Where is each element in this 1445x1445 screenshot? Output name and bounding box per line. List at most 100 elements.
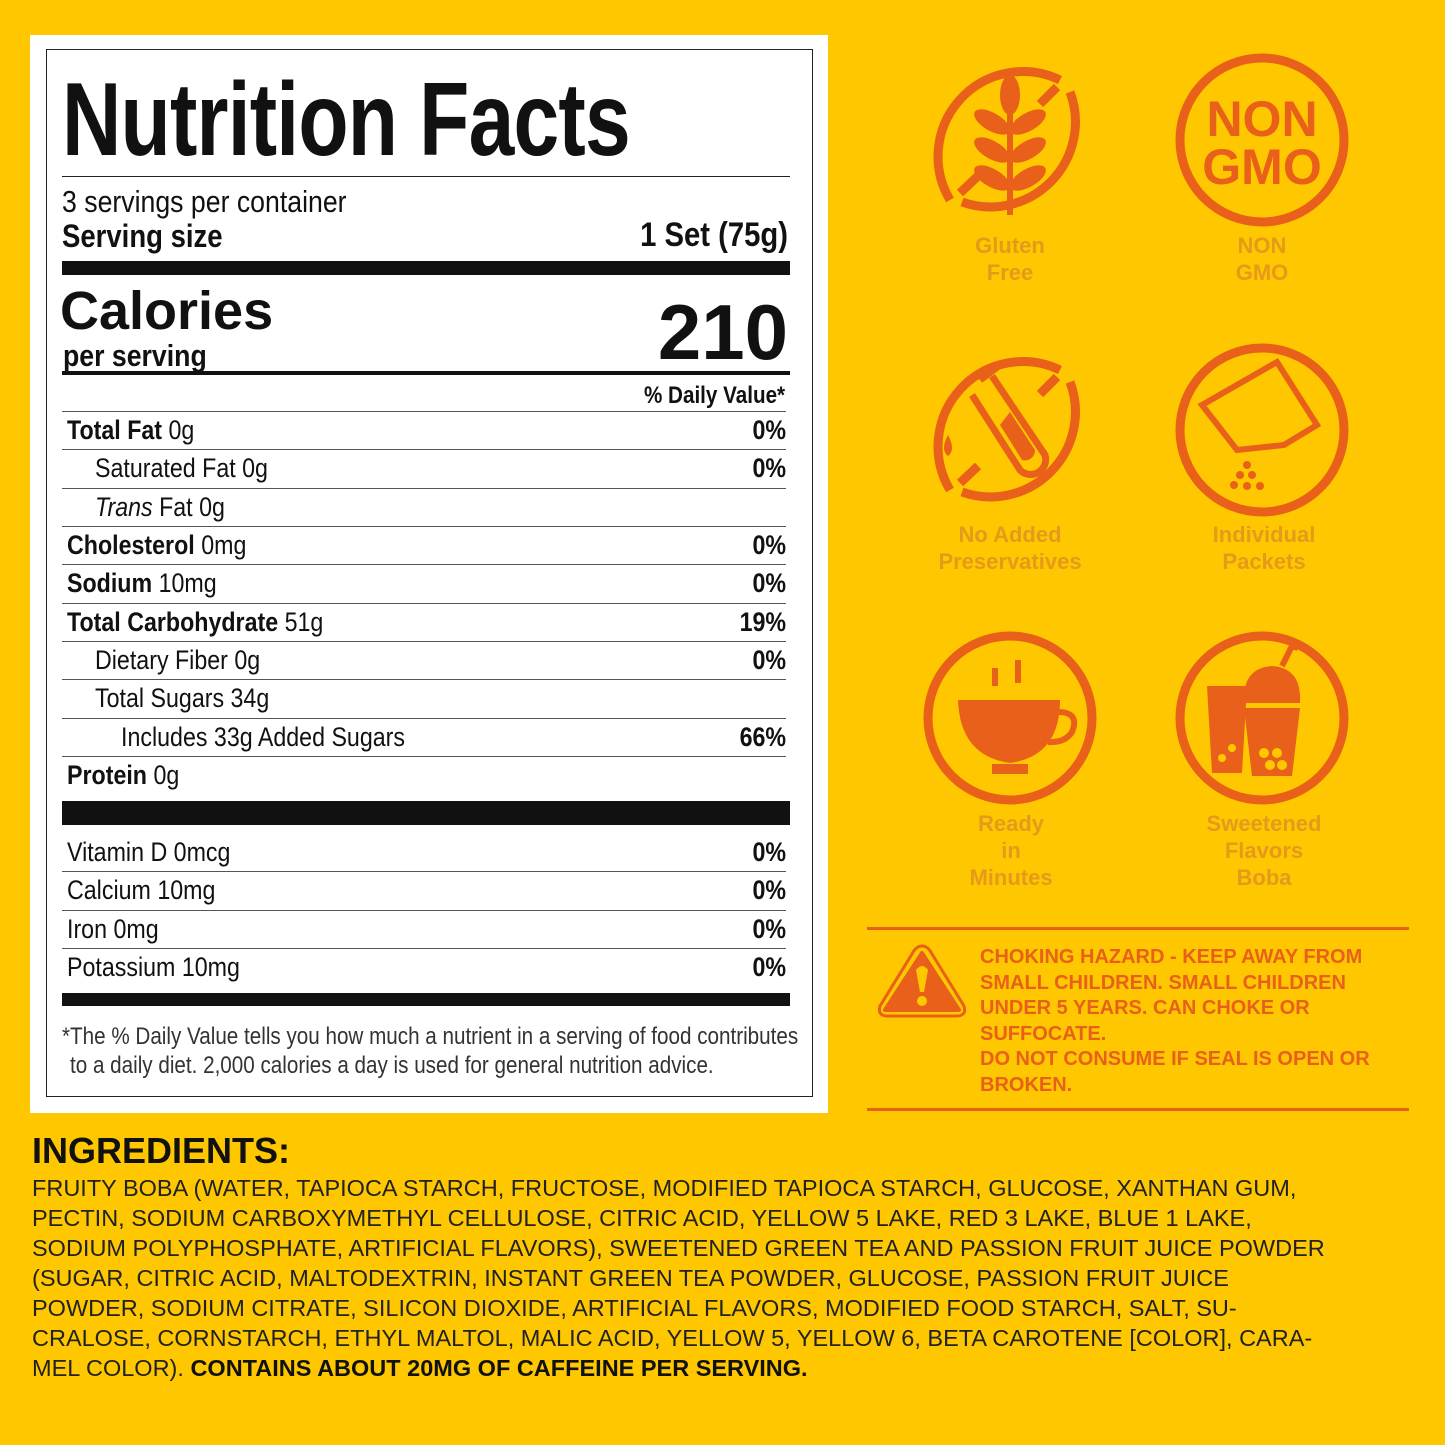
row-divider: [62, 449, 786, 450]
badge-label: Gluten Free: [910, 232, 1110, 286]
calories-value: 210: [657, 288, 788, 376]
nutrient-row: Saturated Fat 0g 0%: [62, 449, 786, 487]
nutrient-name: Total Sugars 34g: [95, 683, 269, 714]
nutrient-amount: 10mg: [152, 568, 217, 598]
vitamin-row: Vitamin D 0mcg 0%: [62, 833, 786, 871]
badge-label-line: in: [1001, 838, 1021, 863]
badge-label-line: GMO: [1235, 260, 1289, 285]
badge-label-line: NON: [1237, 233, 1287, 258]
tea-cup-icon: [923, 631, 1097, 805]
row-divider: [62, 603, 786, 604]
nutrient-name: Total Carbohydrate 51g: [67, 607, 323, 638]
nutrient-name: Trans Fat 0g: [95, 492, 225, 523]
per-serving-label: per serving: [63, 338, 207, 373]
nutrient-row: Protein 0g: [62, 756, 786, 794]
daily-value-percent: 19%: [739, 607, 786, 637]
vitamin-name: Iron 0mg: [67, 914, 159, 944]
warning-line: SMALL CHILDREN. SMALL CHILDREN: [980, 971, 1346, 994]
nutrient-row: Includes 33g Added Sugars 66%: [62, 718, 786, 756]
nutrient-label: Total Carbohydrate: [67, 607, 279, 637]
ingredients-line: SODIUM POLYPHOSPHATE, ARTIFICIAL FLAVORS…: [32, 1235, 1325, 1261]
daily-value-percent: 0%: [752, 952, 786, 982]
badge-label-line: Individual: [1212, 522, 1316, 547]
non-gmo-mark-line-1: NON: [1206, 91, 1317, 147]
badge-label-line: Gluten: [975, 233, 1045, 258]
daily-value-percent: 0%: [752, 875, 786, 905]
thick-divider: [62, 261, 790, 275]
caffeine-statement: CONTAINS ABOUT 20MG OF CAFFEINE PER SERV…: [190, 1355, 808, 1381]
warning-line: BROKEN.: [980, 1073, 1073, 1096]
nutrient-label: Trans: [95, 492, 153, 522]
vitamin-row: Iron 0mg 0%: [62, 910, 786, 948]
badge-label-line: Boba: [1236, 865, 1292, 890]
vitamin-name: Calcium 10mg: [67, 875, 216, 905]
badge-label: Sweetened Flavors Boba: [1164, 810, 1364, 891]
daily-value-header: % Daily Value*: [643, 382, 785, 409]
warning-line: SUFFOCATE.: [980, 1022, 1107, 1045]
badge-label-line: Preservatives: [938, 549, 1082, 574]
ingredients-line: PECTIN, SODIUM CARBOXYMETHYL CELLULOSE, …: [32, 1205, 1252, 1231]
nutrient-amount: 0g: [162, 415, 195, 445]
nutrient-amount: 0g: [146, 760, 180, 790]
ingredients-line: POWDER, SODIUM CITRATE, SILICON DIOXIDE,…: [32, 1295, 1237, 1321]
nutrient-row: Total Sugars 34g: [62, 679, 786, 717]
badge-label: Ready in Minutes: [911, 810, 1111, 891]
ingredients-list: FRUITY BOBA (WATER, TAPIOCA STARCH, FRUC…: [32, 1173, 1325, 1383]
row-divider: [62, 488, 786, 489]
nutrient-amount: 0mg: [194, 530, 247, 560]
nutrient-label: Saturated Fat 0g: [95, 453, 268, 483]
nutrient-label: Dietary Fiber 0g: [95, 645, 261, 675]
daily-value-percent: 0%: [752, 415, 786, 445]
nutrient-row: Total Fat 0g 0%: [62, 411, 786, 449]
daily-value-percent: 0%: [752, 453, 786, 483]
nutrient-name: Protein 0g: [67, 760, 179, 791]
vitamin-row: Potassium 10mg 0%: [62, 948, 786, 986]
vitamin-row: Calcium 10mg 0%: [62, 871, 786, 909]
row-divider: [62, 679, 786, 680]
warning-bottom-rule: [867, 1108, 1409, 1111]
thick-divider: [62, 993, 790, 1006]
nutrient-label: Total Sugars 34g: [95, 683, 270, 713]
badge-label-line: Free: [986, 260, 1034, 285]
row-divider: [62, 910, 786, 911]
nutrient-row: Total Carbohydrate 51g 19%: [62, 603, 786, 641]
nutrition-panel: [30, 35, 828, 1113]
thick-divider: [62, 801, 790, 825]
row-divider: [62, 948, 786, 949]
nutrient-amount: Fat 0g: [152, 492, 225, 522]
badge-label-line: Packets: [1222, 549, 1306, 574]
nutrient-label: Cholesterol: [67, 530, 195, 560]
non-gmo-mark-line-2: GMO: [1202, 139, 1321, 195]
boba-cups-icon: [1175, 631, 1349, 805]
warning-triangle-icon: [877, 944, 967, 1018]
footnote-line-2: to a daily diet. 2,000 calories a day is…: [70, 1052, 714, 1079]
nutrient-name: Includes 33g Added Sugars: [121, 722, 405, 753]
nutrient-label: Total Fat: [67, 415, 163, 445]
ingredients-line: CRALOSE, CORNSTARCH, ETHYL MALTOL, MALIC…: [32, 1325, 1313, 1351]
nutrient-amount: 51g: [278, 607, 324, 637]
nutrition-facts-title: Nutrition Facts: [62, 62, 631, 178]
warning-line: UNDER 5 YEARS. CAN CHOKE OR: [980, 997, 1310, 1019]
warning-line: DO NOT CONSUME IF SEAL IS OPEN OR: [980, 1048, 1370, 1070]
row-divider: [62, 411, 786, 412]
packet-icon: [1175, 343, 1349, 517]
nutrient-label: Sodium: [67, 568, 153, 598]
badge-label: Individual Packets: [1164, 521, 1364, 575]
footnote-line-1: *The % Daily Value tells you how much a …: [62, 1023, 799, 1050]
badge-label: NON GMO: [1162, 232, 1362, 286]
daily-value-percent: 0%: [752, 914, 786, 944]
wheat-crossed-icon: [933, 67, 1080, 215]
calories-label: Calories: [60, 281, 274, 341]
badge-label-line: Sweetened: [1206, 811, 1322, 836]
ingredients-line-end: MEL COLOR).: [32, 1355, 191, 1381]
badge-label-line: No Added: [958, 522, 1062, 547]
servings-per-container: 3 servings per container: [62, 184, 347, 219]
row-divider: [62, 871, 786, 872]
ingredients-line: (SUGAR, CITRIC ACID, MALTODEXTRIN, INSTA…: [32, 1265, 1229, 1291]
nutrient-row: Cholesterol 0mg 0%: [62, 526, 786, 564]
ingredients-heading: INGREDIENTS:: [32, 1130, 291, 1171]
non-gmo-icon: NON GMO: [1175, 53, 1349, 227]
medium-divider: [62, 371, 790, 375]
ingredients-line: FRUITY BOBA (WATER, TAPIOCA STARCH, FRUC…: [32, 1175, 1297, 1201]
nutrient-name: Cholesterol 0mg: [67, 530, 246, 561]
